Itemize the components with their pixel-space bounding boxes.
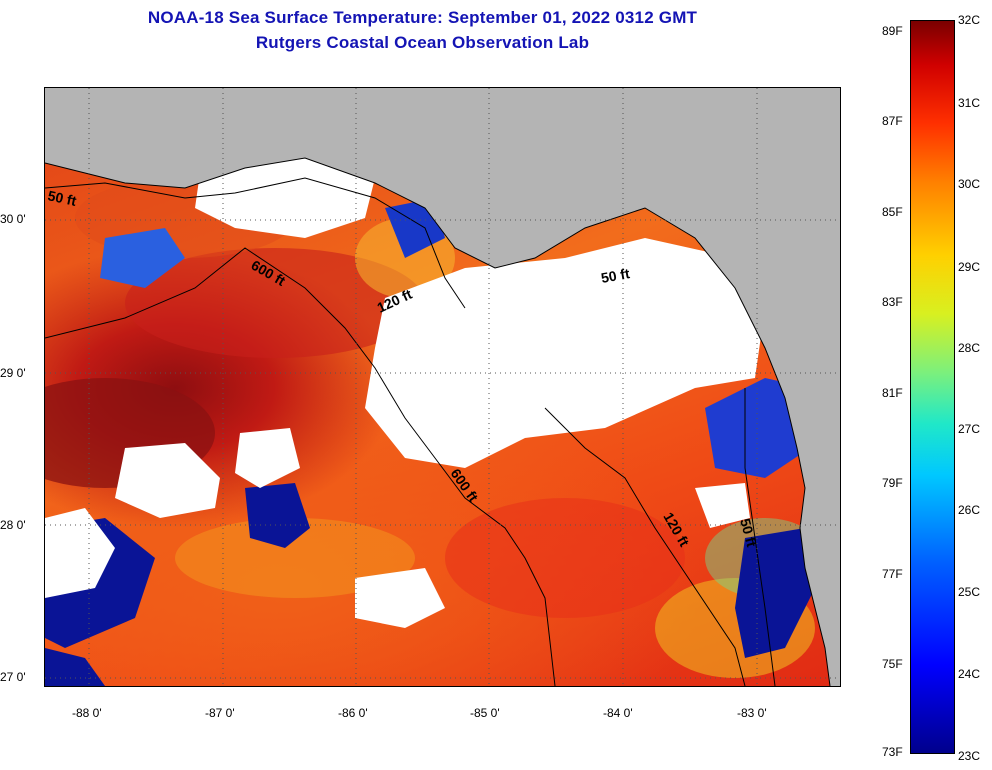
colorbar-f-89: 89F bbox=[882, 24, 903, 38]
colorbar-c-30: 30C bbox=[958, 177, 981, 191]
contour-label-1: 50 ft bbox=[46, 187, 78, 209]
colorbar-f-75: 75F bbox=[882, 657, 903, 671]
map-subtitle: Rutgers Coastal Ocean Observation Lab bbox=[255, 33, 590, 52]
lat-label-29: 29 0' bbox=[0, 366, 26, 380]
colorbar-c-28: 28C bbox=[958, 341, 981, 355]
colorbar-c-29: 29C bbox=[958, 260, 981, 274]
colorbar-c-27: 27C bbox=[958, 422, 981, 436]
colorbar-f-85: 85F bbox=[882, 205, 903, 219]
lon-label-85: -85 0' bbox=[470, 706, 500, 720]
contour-label-4: 50 ft bbox=[600, 265, 631, 286]
land bbox=[45, 88, 840, 686]
lat-label-30: 30 0' bbox=[0, 212, 26, 226]
bathymetry-contours bbox=[45, 177, 776, 686]
colorbar-c-26: 26C bbox=[958, 503, 981, 517]
colorbar-c-31: 31C bbox=[958, 96, 981, 110]
sst-map-canvas: 50 ft 600 ft 120 ft 50 ft 600 ft 120 ft … bbox=[45, 88, 840, 686]
colorbar-f-79: 79F bbox=[882, 476, 903, 490]
colorbar-f-87: 87F bbox=[882, 114, 903, 128]
lon-label-83: -83 0' bbox=[737, 706, 767, 720]
colorbar-f-73: 73F bbox=[882, 745, 903, 759]
colorbar-c-24: 24C bbox=[958, 667, 981, 681]
colorbar-f-83: 83F bbox=[882, 295, 903, 309]
lon-label-84: -84 0' bbox=[603, 706, 633, 720]
map-title: NOAA-18 Sea Surface Temperature: Septemb… bbox=[147, 8, 698, 27]
cloud-cover bbox=[45, 148, 765, 628]
lon-label-87: -87 0' bbox=[205, 706, 235, 720]
lat-label-28: 28 0' bbox=[0, 518, 26, 532]
colorbar-c-25: 25C bbox=[958, 585, 981, 599]
sst-map: 50 ft 600 ft 120 ft 50 ft 600 ft 120 ft … bbox=[44, 87, 841, 687]
temperature-colorbar bbox=[910, 20, 955, 754]
colorbar-c-32: 32C bbox=[958, 13, 981, 27]
lon-label-88: -88 0' bbox=[72, 706, 102, 720]
lon-label-86: -86 0' bbox=[338, 706, 368, 720]
coastline bbox=[45, 157, 831, 686]
contour-label-7: 50 ft bbox=[737, 517, 760, 549]
lat-label-27: 27 0' bbox=[0, 670, 26, 684]
colorbar-c-23: 23C bbox=[958, 749, 981, 763]
contour-label-5: 600 ft bbox=[448, 466, 482, 505]
colorbar-f-81: 81F bbox=[882, 386, 903, 400]
colorbar-f-77: 77F bbox=[882, 567, 903, 581]
